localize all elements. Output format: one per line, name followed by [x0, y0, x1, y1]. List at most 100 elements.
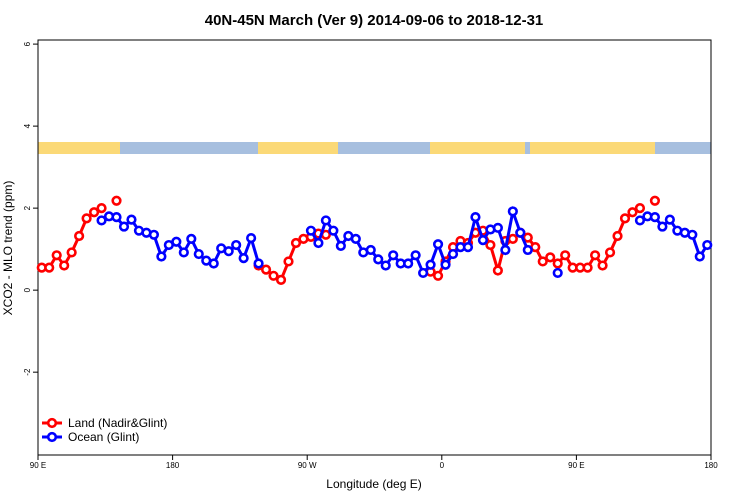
- data-point: [612, 230, 623, 242]
- data-point: [380, 260, 391, 271]
- surface-band: [38, 142, 711, 154]
- data-point: [350, 233, 361, 244]
- data-point: [702, 239, 713, 251]
- data-point: [552, 267, 563, 279]
- data-point: [432, 239, 444, 250]
- data-point: [470, 212, 481, 223]
- data-point: [51, 250, 62, 261]
- data-point: [238, 253, 249, 264]
- y-tick-label: 0: [23, 287, 32, 292]
- band-land: [530, 142, 655, 154]
- data-point: [507, 206, 518, 217]
- data-point: [657, 221, 668, 232]
- data-point: [432, 270, 444, 281]
- data-point: [253, 258, 264, 269]
- data-point: [649, 212, 661, 223]
- data-point: [320, 215, 331, 226]
- data-point: [246, 232, 257, 244]
- data-point: [418, 267, 429, 279]
- data-point: [328, 225, 339, 236]
- data-point: [537, 256, 548, 267]
- data-point: [126, 214, 137, 225]
- data-point: [178, 247, 189, 258]
- data-point: [425, 259, 436, 270]
- data-point: [492, 265, 503, 276]
- data-point: [111, 212, 122, 223]
- data-point: [96, 203, 107, 214]
- legend-marker: [46, 417, 58, 429]
- y-tick-label: -2: [23, 368, 32, 376]
- legend-label: Ocean (Glint): [68, 430, 139, 444]
- data-point: [440, 259, 451, 270]
- data-point: [582, 262, 593, 273]
- legend-marker: [46, 431, 58, 443]
- x-axis-label: Longitude (deg E): [326, 477, 421, 491]
- y-tick-label: 2: [23, 205, 32, 210]
- data-point: [88, 207, 100, 218]
- data-point: [313, 237, 324, 249]
- data-point: [223, 246, 234, 257]
- data-point: [290, 237, 302, 249]
- data-point: [560, 250, 571, 261]
- data-point: [59, 260, 70, 271]
- data-point: [208, 258, 219, 269]
- band-land: [38, 142, 120, 154]
- data-point: [694, 251, 705, 262]
- x-tick-label: 180: [704, 461, 718, 470]
- data-point: [66, 247, 77, 258]
- x-tick-label: 90 E: [568, 461, 584, 470]
- data-point: [275, 274, 287, 285]
- x-tick-label: 180: [166, 461, 180, 470]
- data-point: [74, 230, 85, 242]
- band-land: [430, 142, 525, 154]
- data-point: [268, 270, 279, 281]
- data-point: [447, 248, 459, 260]
- data-point: [552, 258, 563, 269]
- data-point: [118, 221, 130, 232]
- data-point: [148, 229, 160, 240]
- band-land: [258, 142, 338, 154]
- data-point: [522, 244, 533, 256]
- y-axis-label: XCO2 - MLO trend (ppm): [1, 181, 15, 316]
- data-point: [335, 240, 346, 251]
- y-tick-label: 6: [23, 41, 32, 46]
- data-point: [231, 239, 242, 251]
- data-point: [500, 244, 511, 256]
- data-point: [186, 233, 197, 244]
- data-point: [627, 207, 638, 218]
- data-point: [634, 215, 646, 226]
- x-tick-label: 0: [440, 461, 445, 470]
- data-point: [283, 256, 294, 267]
- data-point: [589, 250, 601, 261]
- data-point: [365, 244, 376, 256]
- data-point: [305, 225, 317, 236]
- y-tick-label: 4: [23, 123, 32, 128]
- x-tick-label: 90 E: [30, 461, 46, 470]
- data-point: [81, 213, 92, 224]
- legend-label: Land (Nadir&Glint): [68, 416, 167, 430]
- data-point: [649, 195, 661, 206]
- data-point: [597, 260, 608, 271]
- data-point: [156, 251, 167, 262]
- chart-title: 40N-45N March (Ver 9) 2014-09-06 to 2018…: [205, 12, 544, 29]
- data-point: [410, 250, 421, 261]
- data-point: [260, 264, 272, 275]
- data-point: [634, 203, 646, 214]
- data-point: [373, 254, 384, 265]
- data-point: [193, 248, 204, 260]
- data-point: [171, 236, 182, 247]
- data-point: [111, 195, 122, 206]
- data-point: [492, 222, 503, 233]
- data-point: [664, 214, 675, 225]
- data-point: [604, 247, 616, 258]
- data-point: [462, 241, 474, 253]
- data-point: [545, 252, 556, 263]
- data-point: [515, 227, 526, 238]
- x-tick-label: 90 W: [298, 461, 317, 470]
- legend: Land (Nadir&Glint)Ocean (Glint): [42, 416, 167, 444]
- data-point: [96, 215, 107, 226]
- data-point: [507, 233, 518, 244]
- data-point: [403, 258, 414, 269]
